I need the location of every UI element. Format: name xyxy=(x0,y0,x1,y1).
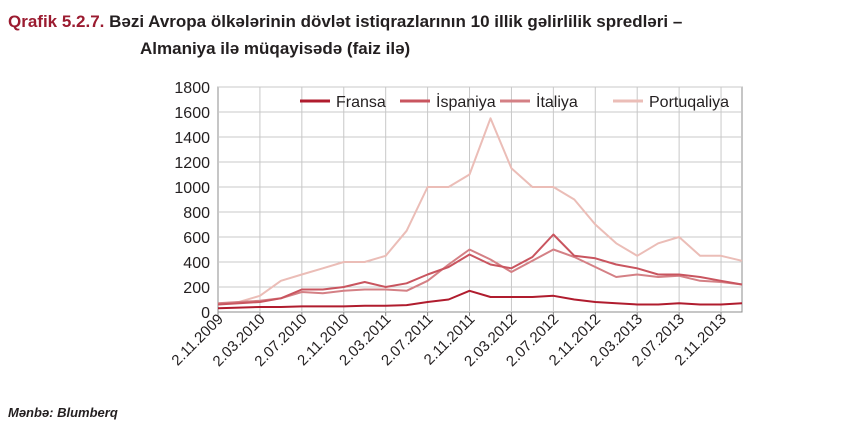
series-line-2 xyxy=(217,248,743,305)
legend-label: İspaniya xyxy=(436,92,496,111)
legend-label: İtaliya xyxy=(536,92,578,111)
y-tick-label: 200 xyxy=(183,280,210,297)
y-tick-label: 1200 xyxy=(174,155,210,172)
plot-frame xyxy=(217,86,743,313)
legend-label: Fransa xyxy=(336,94,386,111)
legend-label: Portuqaliya xyxy=(649,94,729,111)
y-tick-label: 1400 xyxy=(174,130,210,147)
y-tick-label: 400 xyxy=(183,255,210,272)
spread-line-chart: 0200400600800100012001400160018002.11.20… xyxy=(168,80,743,370)
y-tick-label: 1800 xyxy=(174,80,210,97)
chart-number: Qrafik 5.2.7. xyxy=(8,12,105,31)
series-line-1 xyxy=(217,233,743,306)
chart-title-line1: Bəzi Avropa ölkələrinin dövlət istiqrazl… xyxy=(109,12,683,31)
chart-title-line2: Almaniya ilə müqayisədə (faiz ilə) xyxy=(140,39,411,58)
series-line-3 xyxy=(217,117,743,306)
y-tick-label: 0 xyxy=(201,305,210,322)
y-tick-label: 600 xyxy=(183,230,210,247)
chart-title: Qrafik 5.2.7. Bəzi Avropa ölkələrinin dö… xyxy=(8,12,682,32)
source-note: Mənbə: Blumberq xyxy=(8,405,118,420)
series-line-0 xyxy=(217,289,743,310)
y-tick-label: 1000 xyxy=(174,180,210,197)
y-tick-label: 1600 xyxy=(174,105,210,122)
y-tick-label: 800 xyxy=(183,205,210,222)
